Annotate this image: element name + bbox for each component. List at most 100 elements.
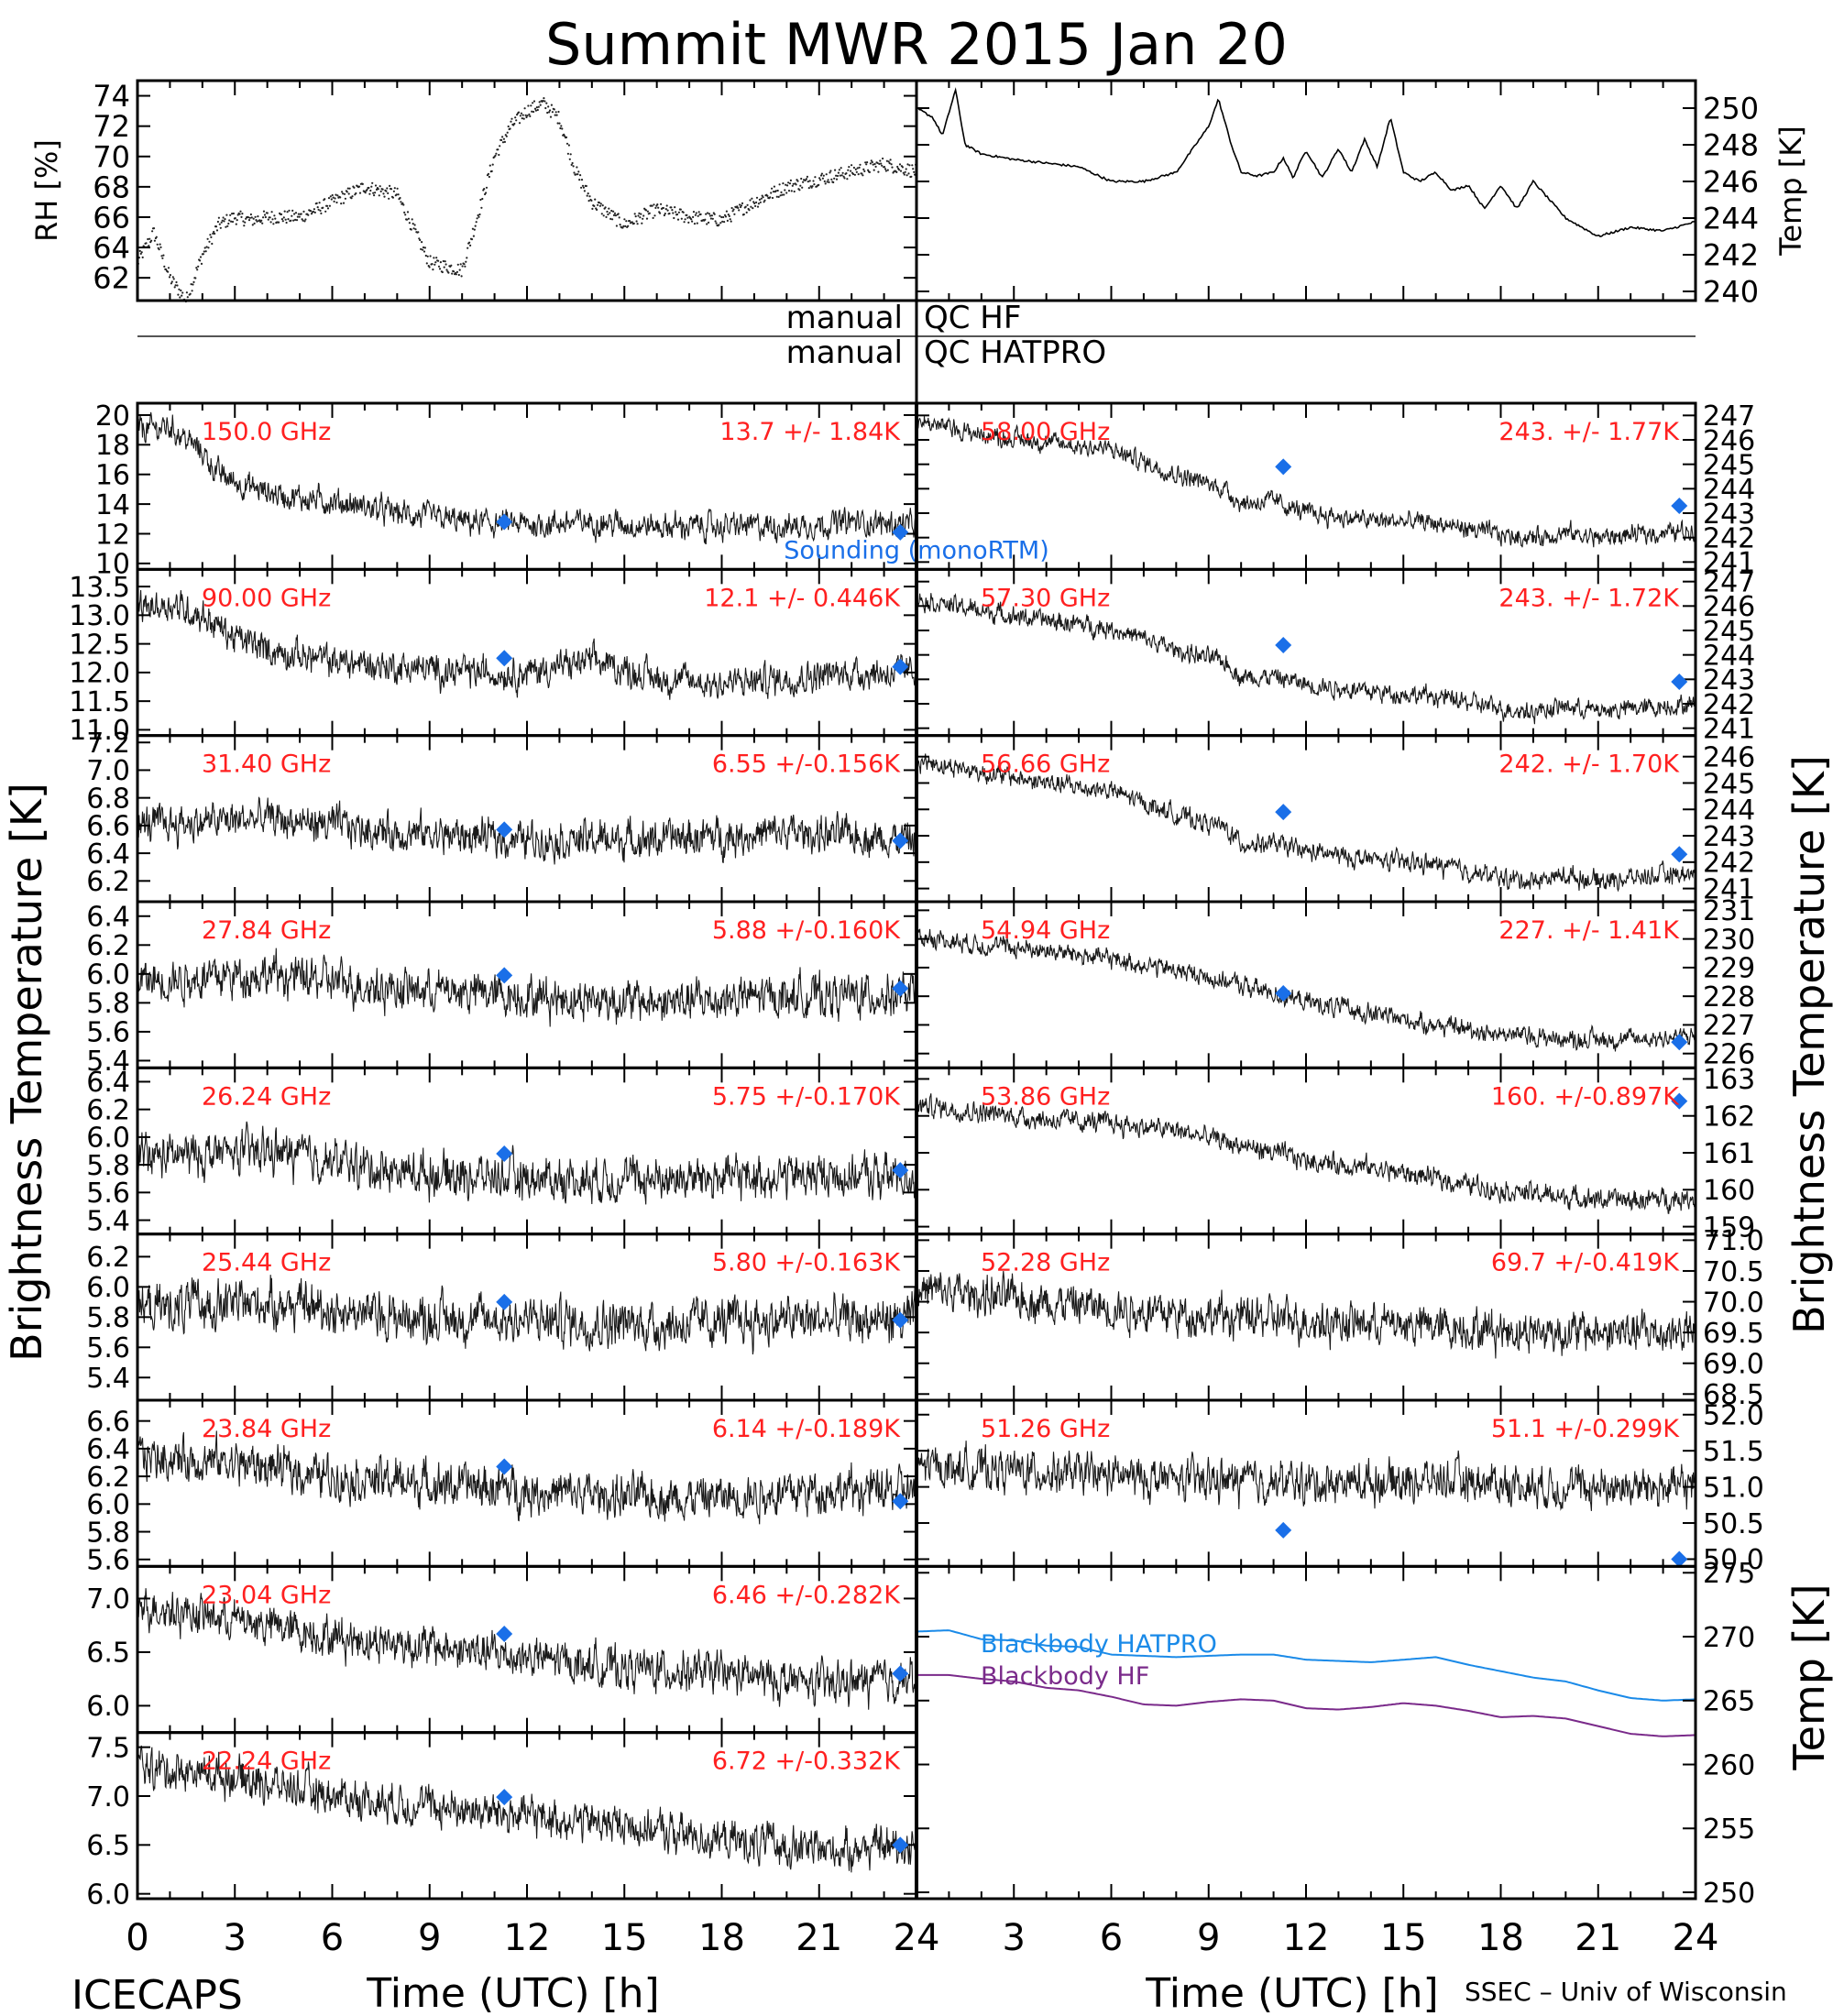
rh-point [910,175,913,178]
rh-point [569,153,572,156]
rh-point [206,237,209,240]
rh-point [615,225,619,227]
rh-point [642,214,645,217]
rh-point [152,227,156,230]
rh-point [319,209,322,212]
rh-point [779,194,782,197]
rh-point [342,192,345,195]
rh-point [159,243,161,246]
rh-point [153,239,156,242]
y-tick-label: 243 [1703,499,1755,531]
rh-point [510,117,513,120]
rh-point [445,268,448,271]
rh-point [281,220,284,223]
rh-point [424,254,427,257]
blackbody-line [916,1673,1696,1737]
rh-point [335,193,337,196]
rh-point [871,160,873,164]
rh-point [812,180,815,182]
rh-point [648,212,651,214]
rh-point [682,211,685,214]
sounding-marker [892,1493,909,1510]
rh-point [445,263,447,266]
rh-point [413,224,416,226]
y-tick-label: 161 [1703,1138,1755,1170]
rh-point [674,206,676,209]
rh-point [294,218,297,221]
rh-point [491,163,494,166]
y-tick-label: 13.5 [69,572,130,604]
y-tick-label: 71.0 [1703,1225,1764,1257]
rh-point [524,114,527,116]
rh-point [366,188,368,191]
rh-point [302,219,304,222]
rh-point [644,209,648,212]
rh-point [190,283,192,286]
rh-point [761,194,763,197]
rh-point [181,294,183,297]
rh-point [851,164,853,167]
y-axis-label-left: Brightness Temperature [K] [2,783,51,1362]
rh-point [872,163,874,166]
rh-point [579,174,582,177]
rh-point [901,166,905,169]
rh-point [516,114,519,116]
rh-point [235,223,237,225]
rh-point [329,195,332,198]
y-tick-label: 260 [1703,1749,1755,1781]
rh-point [497,148,499,151]
sounding-marker [1671,1092,1688,1110]
rh-point [632,222,635,225]
y-tick-label: 7.0 [86,755,130,787]
rh-point [151,230,154,233]
rh-point [192,280,195,283]
rh-point [759,201,762,203]
rh-point [330,198,333,201]
sounding-marker [496,1293,513,1310]
rh-point [601,204,604,207]
rh-point [532,110,535,114]
y-tick-label: 5.8 [86,988,130,1020]
rh-point [787,190,791,192]
y-tick-label: 6.0 [86,1879,130,1911]
rh-point [347,192,350,195]
rh-point [423,247,426,249]
rh-point [854,168,857,170]
y-tick-label: 5.4 [86,1205,130,1237]
rh-point [214,232,216,236]
rh-point [733,213,736,215]
stat-label: 242. +/- 1.70K [1498,751,1680,779]
rh-point [388,197,390,200]
y-tick-label: 70.0 [1703,1287,1764,1319]
rh-point [740,205,742,209]
stat-label: 6.72 +/-0.332K [712,1748,901,1776]
rh-point [904,170,906,173]
rh-point [318,202,321,204]
rh-point [288,209,291,212]
y-tick-label: 5.4 [86,1363,130,1395]
sounding-marker [1671,674,1688,690]
rh-point [485,192,488,194]
rh-point [741,202,744,204]
rh-point [807,181,809,183]
rh-point [829,171,831,174]
rh-point [313,211,316,214]
y-tick-label: 12.5 [69,629,130,661]
rh-point [609,212,611,214]
rh-point [324,210,327,213]
rh-point [896,165,899,169]
rh-point [740,204,743,207]
rh-point [675,213,679,216]
y-tick-label: 245 [1703,616,1755,648]
rh-point [257,215,259,218]
rh-point [879,159,882,162]
rh-point [414,228,417,231]
rh-point [866,161,869,164]
rh-point [599,203,602,205]
rh-point [798,189,801,192]
rh-point [291,214,293,217]
x-tick-label: 15 [601,1917,648,1959]
rh-point [421,241,423,244]
rh-point [638,212,641,214]
